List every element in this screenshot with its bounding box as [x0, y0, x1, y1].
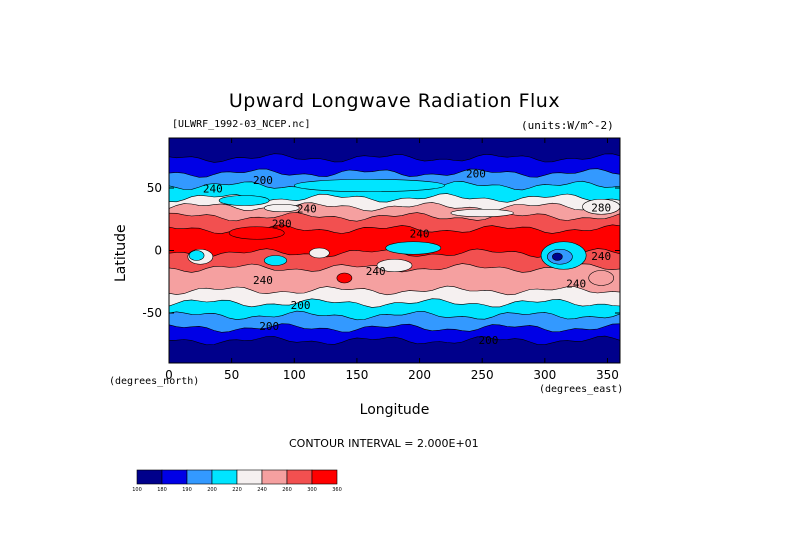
- x-tick-label: 0: [165, 368, 173, 382]
- contour-label: 200: [253, 174, 273, 187]
- contour-label: 280: [591, 201, 611, 214]
- source-file-label: [ULWRF_1992-03_NCEP.nc]: [172, 119, 311, 130]
- contour-label: 200: [291, 299, 311, 312]
- contour-label: 240: [297, 203, 317, 216]
- colorbar-label: 190: [182, 487, 192, 493]
- contour-label: 240: [410, 228, 430, 241]
- colorbar-label: 260: [282, 487, 292, 493]
- colorbar-label: 180: [157, 487, 167, 493]
- y-tick-label: 0: [154, 244, 162, 258]
- flux-patch: [336, 272, 353, 284]
- colorbar-swatch: [136, 469, 163, 485]
- flux-patch: [293, 178, 445, 193]
- x-tick-label: 100: [283, 368, 306, 382]
- colorbar-label: 200: [207, 487, 217, 493]
- flux-band: [169, 138, 620, 163]
- axis-ticks: 0 50 100 150 200 250 300 350 50 0 -50: [142, 138, 620, 382]
- contour-label: 240: [366, 265, 386, 278]
- contour-label: 280: [272, 218, 292, 231]
- x-axis-label: Longitude: [359, 402, 430, 418]
- flux-band: [169, 263, 620, 295]
- contour-label: 200: [466, 168, 486, 181]
- flux-patch: [588, 270, 615, 286]
- flux-patch: [309, 247, 330, 259]
- contour-label: 240: [203, 183, 223, 196]
- flux-patch: [385, 241, 442, 255]
- x-unit-note: (degrees_north): [109, 376, 200, 387]
- contour-line: [169, 285, 620, 296]
- colorbar-swatch: [311, 469, 338, 485]
- colorbar-label: 300: [307, 487, 317, 493]
- flux-patch: [376, 258, 413, 273]
- flux-patch: [263, 203, 300, 213]
- flux-band: [169, 311, 620, 333]
- colorbar-swatch: [261, 469, 288, 485]
- flux-band: [169, 181, 620, 203]
- flux-band: [169, 298, 620, 320]
- flux-patch: [218, 195, 270, 206]
- colorbar-label: 100: [132, 487, 142, 493]
- contour-line: [169, 212, 620, 222]
- contour-line: [169, 168, 620, 178]
- flux-patch: [450, 208, 514, 218]
- colorbar-swatch: [236, 469, 263, 485]
- x-tick-label: 300: [533, 368, 556, 382]
- flux-patch: [188, 250, 205, 261]
- x-tick-label: 200: [408, 368, 431, 382]
- y-tick-label: 50: [147, 181, 162, 195]
- y-unit-note: (degrees_east): [539, 384, 624, 395]
- colorbar-label: 220: [232, 487, 242, 493]
- chart-title: Upward Longwave Radiation Flux: [228, 90, 561, 112]
- x-tick-label: 150: [345, 368, 368, 382]
- contour-line: [169, 202, 620, 212]
- flux-patch: [228, 226, 285, 240]
- contour-line: [169, 323, 620, 333]
- contour-label: 240: [253, 274, 273, 287]
- flux-band: [169, 286, 620, 308]
- y-tick-label: -50: [142, 306, 162, 320]
- contour-labels: 200 200 240 240 280 280 240 240 240 200 200 200 240 2…: [203, 168, 611, 347]
- x-tick-label: 350: [596, 368, 619, 382]
- y-axis-label: Latitude: [113, 224, 129, 282]
- flux-band: [169, 323, 620, 345]
- contour-label: 240: [591, 250, 611, 263]
- colorbar-swatch: [211, 469, 238, 485]
- units-label: (units:W/m^-2): [521, 119, 614, 132]
- colorbar: 100 180 190 200 220 240 260 300 360: [132, 469, 342, 493]
- contour-label: 200: [479, 334, 499, 347]
- colorbar-swatch: [161, 469, 188, 485]
- contour-line: [169, 335, 620, 346]
- flux-band: [169, 212, 620, 234]
- contour-line: [169, 310, 620, 321]
- flux-patches: [187, 178, 620, 286]
- flux-band: [169, 336, 620, 363]
- colorbar-swatch: [286, 469, 313, 485]
- flux-band: [169, 202, 620, 222]
- colorbar-swatch: [186, 469, 213, 485]
- contour-label: 240: [566, 278, 586, 291]
- x-tick-label: 50: [224, 368, 239, 382]
- x-tick-label: 250: [471, 368, 494, 382]
- contour-label: 200: [259, 320, 279, 333]
- colorbar-label: 240: [257, 487, 267, 493]
- contour-interval-label: CONTOUR INTERVAL = 2.000E+01: [289, 437, 479, 450]
- contour-line: [169, 298, 620, 308]
- flux-patch: [552, 252, 563, 261]
- contour-line: [169, 153, 620, 163]
- colorbar-label: 360: [332, 487, 342, 493]
- flux-patch: [263, 255, 288, 266]
